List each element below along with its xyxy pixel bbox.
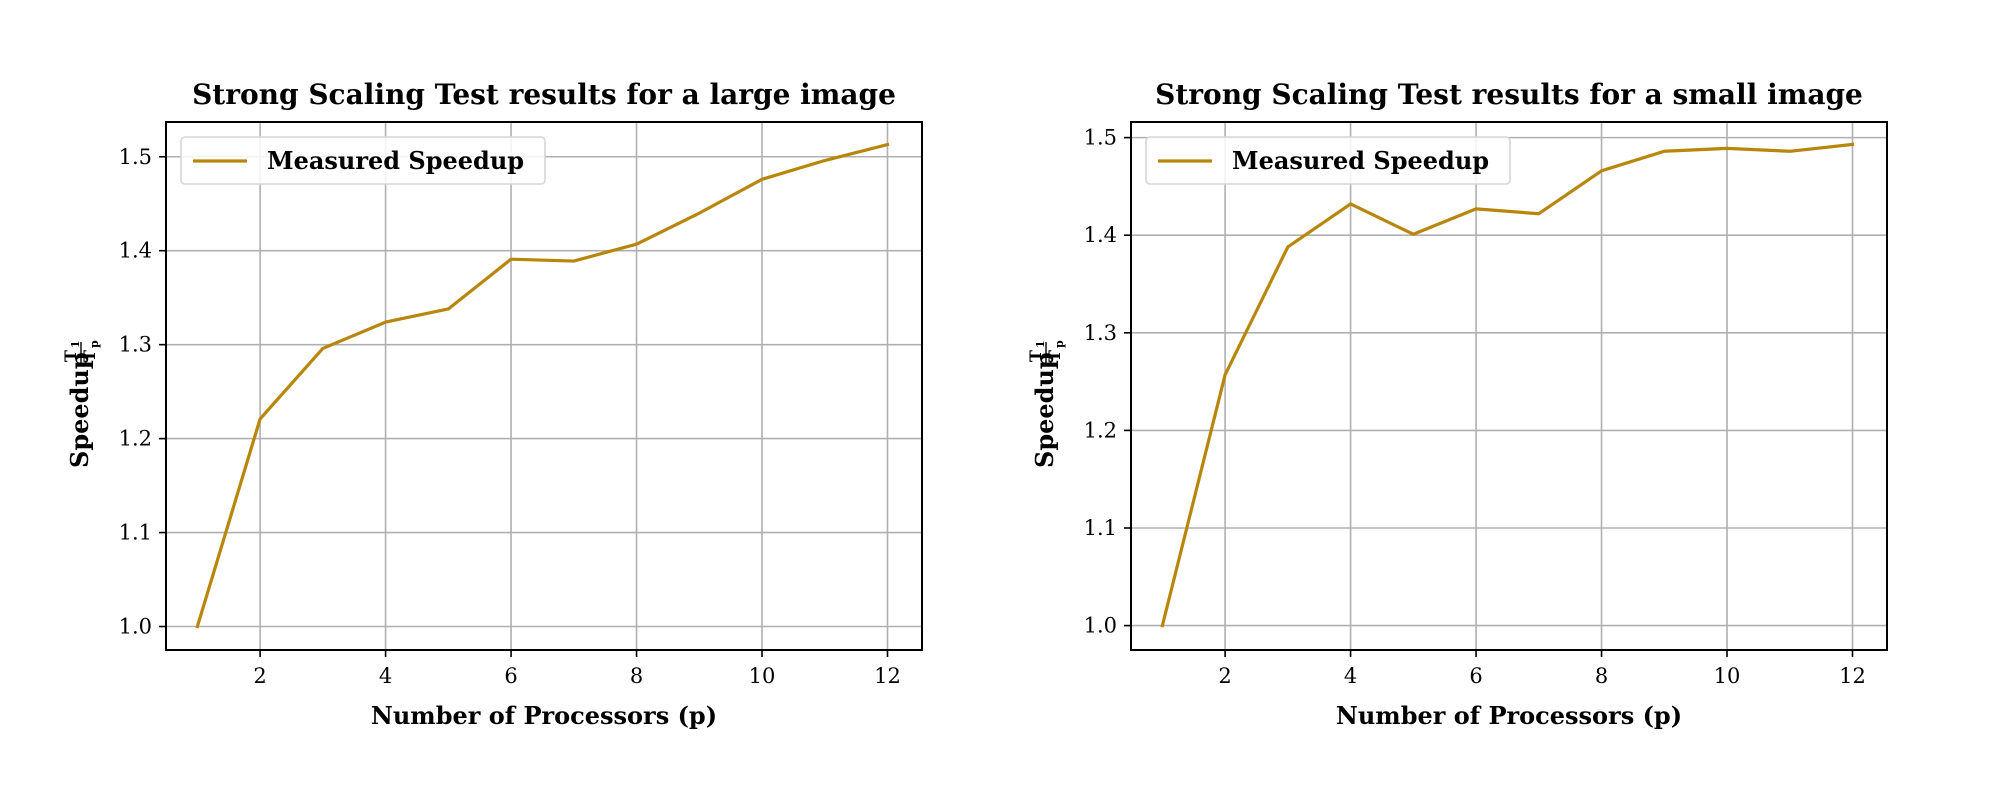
x-axis-label: Number of Processors (p): [371, 701, 717, 730]
data-point: [1412, 233, 1415, 236]
y-axis-label-text: Speedup: [1030, 352, 1059, 468]
axes-frame: [165, 121, 923, 651]
data-point: [1161, 624, 1164, 627]
data-point: [321, 347, 325, 350]
data-point: [1600, 169, 1603, 172]
y-tick-label: 1.0: [1084, 614, 1117, 638]
y-tick-label: 1.0: [119, 615, 152, 639]
series-line-0: [1160, 142, 1855, 628]
data-point: [760, 178, 764, 181]
chart-small-image: 2 4 6 8 10 12 1.0 1.1 1.2 1.3 1.4 1.5 Strong Scaling…: [1026, 78, 1888, 730]
fraction-numerator-sub: 1: [1034, 340, 1047, 348]
y-tick-label: 1.2: [1084, 418, 1117, 442]
data-point: [1725, 147, 1729, 150]
x-tick-label: 4: [1344, 664, 1357, 688]
x-tick-label: 6: [1469, 664, 1482, 688]
data-point: [886, 143, 889, 146]
fraction-numerator-sub: 1: [69, 340, 82, 348]
data-point: [1851, 143, 1854, 146]
fraction-denominator: T: [80, 350, 99, 362]
x-tick-label: 8: [630, 664, 643, 688]
x-tick-label: 2: [253, 664, 266, 688]
data-point: [572, 259, 576, 263]
fraction-denominator: T: [1045, 350, 1064, 362]
data-point: [1474, 207, 1478, 211]
data-point: [1286, 245, 1290, 249]
y-tick-label: 1.2: [119, 427, 152, 451]
data-point: [1349, 202, 1352, 206]
x-tick-label: 8: [1595, 664, 1608, 688]
legend: Measured Speedup: [180, 136, 546, 185]
y-axis-label-text: Speedup: [65, 352, 94, 468]
chart-title: Strong Scaling Test results for a small …: [1155, 78, 1863, 111]
data-point: [1788, 150, 1791, 153]
y-tick-label: 1.4: [119, 239, 152, 263]
y-tick-label: 1.5: [119, 145, 152, 169]
y-tick-label: 1.3: [119, 333, 152, 357]
x-tick-label: 2: [1218, 664, 1231, 688]
fraction-denominator-sub: p: [1053, 340, 1066, 348]
legend: Measured Speedup: [1145, 136, 1511, 185]
x-tick-label: 4: [379, 664, 392, 688]
data-point: [1663, 150, 1666, 153]
y-tick-label: 1.1: [1084, 516, 1117, 540]
x-tick-label: 10: [749, 664, 776, 688]
y-tick-label: 1.5: [1084, 126, 1117, 150]
x-tick-label: 6: [504, 664, 517, 688]
x-tick-label: 12: [1839, 664, 1866, 688]
data-point: [1223, 373, 1227, 376]
data-point: [698, 211, 701, 215]
y-tick-label: 1.3: [1084, 321, 1117, 345]
legend-box: [180, 136, 546, 185]
fraction-numerator: T: [1026, 350, 1045, 362]
data-point: [823, 159, 826, 162]
chart-title: Strong Scaling Test results for a large …: [192, 78, 896, 111]
y-tick-label: 1.4: [1084, 223, 1117, 247]
legend-box: [1145, 136, 1511, 185]
data-point: [1537, 212, 1541, 215]
legend-label: Measured Speedup: [1232, 146, 1489, 175]
y-axis-fraction: T 1 Tp: [1026, 340, 1066, 366]
x-tick-label: 10: [1714, 664, 1741, 688]
data-point: [384, 320, 387, 324]
axes-frame: [1130, 121, 1888, 651]
data-point: [447, 307, 450, 311]
data-point: [258, 417, 262, 421]
fraction-numerator: T: [61, 350, 80, 362]
data-point: [196, 625, 199, 628]
legend-label: Measured Speedup: [267, 146, 524, 175]
fraction-denominator-sub: p: [88, 340, 101, 348]
y-axis-fraction: T 1 Tp: [61, 340, 101, 366]
x-tick-label: 12: [874, 664, 901, 688]
y-tick-label: 1.1: [119, 521, 152, 545]
x-axis-label: Number of Processors (p): [1336, 701, 1682, 730]
data-point: [509, 257, 513, 261]
series-line-0: [195, 142, 890, 629]
chart-large-image: 2 4 6 8 10 12 1.0 1.1 1.2 1.3 1.4 1.5 Strong Scaling…: [61, 78, 923, 730]
data-point: [635, 242, 638, 246]
